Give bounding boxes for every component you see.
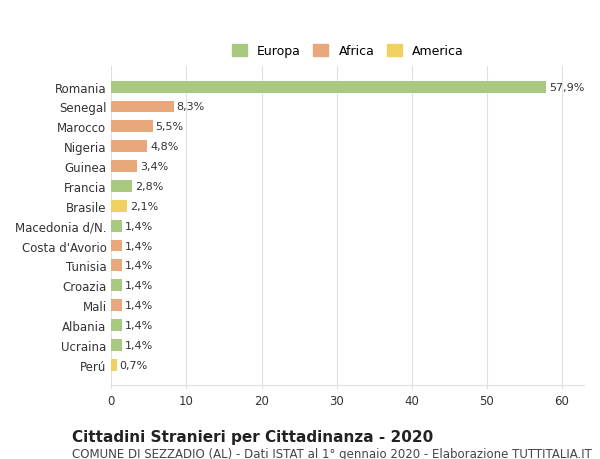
Bar xyxy=(112,161,137,173)
Bar xyxy=(112,339,122,351)
Text: Cittadini Stranieri per Cittadinanza - 2020: Cittadini Stranieri per Cittadinanza - 2… xyxy=(72,429,433,444)
Bar xyxy=(112,201,127,213)
Bar xyxy=(112,280,122,291)
Bar xyxy=(112,260,122,272)
Bar xyxy=(112,180,133,192)
Bar xyxy=(112,319,122,331)
Text: 1,4%: 1,4% xyxy=(125,221,153,231)
Text: 1,4%: 1,4% xyxy=(125,320,153,330)
Text: 1,4%: 1,4% xyxy=(125,340,153,350)
Text: 2,8%: 2,8% xyxy=(136,182,164,191)
Text: 4,8%: 4,8% xyxy=(151,142,179,152)
Text: 0,7%: 0,7% xyxy=(119,360,148,370)
Bar xyxy=(112,101,173,113)
Text: 1,4%: 1,4% xyxy=(125,261,153,271)
Text: 2,1%: 2,1% xyxy=(130,202,158,211)
Text: 5,5%: 5,5% xyxy=(155,122,184,132)
Bar xyxy=(112,300,122,311)
Bar xyxy=(112,220,122,232)
Text: 1,4%: 1,4% xyxy=(125,280,153,291)
Legend: Europa, Africa, America: Europa, Africa, America xyxy=(229,41,467,62)
Bar xyxy=(112,359,116,371)
Bar xyxy=(112,82,546,93)
Bar xyxy=(112,240,122,252)
Text: 1,4%: 1,4% xyxy=(125,301,153,310)
Text: 8,3%: 8,3% xyxy=(176,102,205,112)
Text: COMUNE DI SEZZADIO (AL) - Dati ISTAT al 1° gennaio 2020 - Elaborazione TUTTITALI: COMUNE DI SEZZADIO (AL) - Dati ISTAT al … xyxy=(72,447,592,459)
Bar xyxy=(112,121,152,133)
Bar xyxy=(112,141,148,153)
Text: 57,9%: 57,9% xyxy=(549,83,584,92)
Text: 1,4%: 1,4% xyxy=(125,241,153,251)
Text: 3,4%: 3,4% xyxy=(140,162,168,172)
